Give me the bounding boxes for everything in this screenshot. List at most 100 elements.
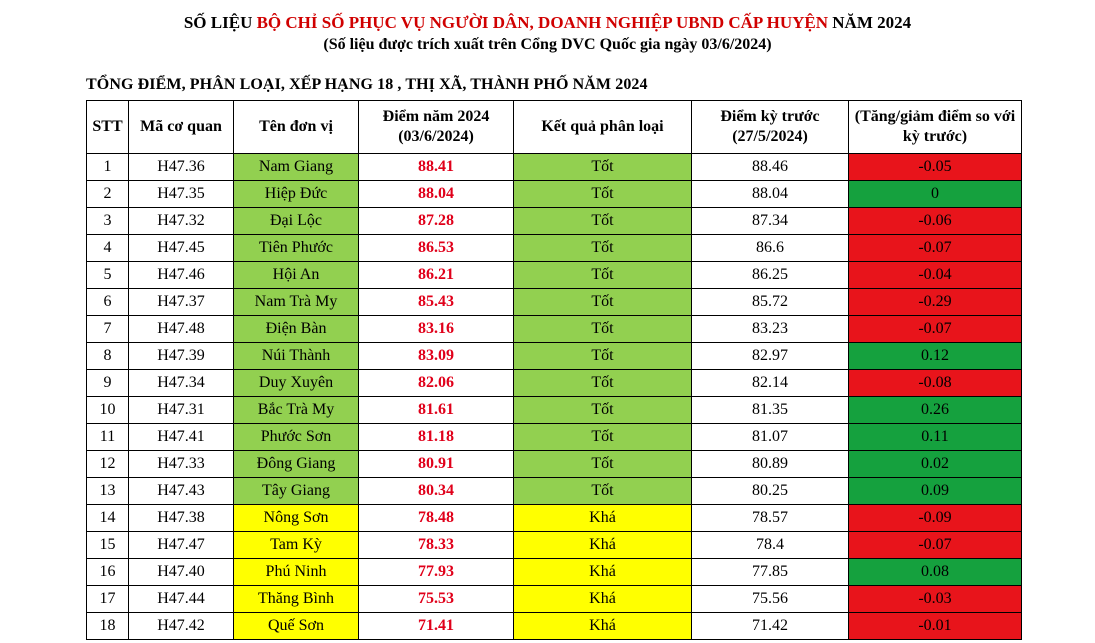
cell-result: Tốt bbox=[513, 234, 692, 262]
table-body: 1 H47.36 Nam Giang 88.41 Tốt 88.46 -0.05 2 H47.3… bbox=[86, 153, 1022, 640]
header-row: STT Mã cơ quan Tên đơn vị Điểm năm 2024 … bbox=[86, 100, 1022, 154]
cell-result: Tốt bbox=[513, 369, 692, 397]
cell-prev-score: 85.72 bbox=[691, 288, 849, 316]
cell-score: 81.18 bbox=[358, 423, 514, 451]
cell-code: H47.47 bbox=[128, 531, 234, 559]
cell-unit-name: Quế Sơn bbox=[233, 612, 359, 640]
cell-prev-score: 82.14 bbox=[691, 369, 849, 397]
cell-unit-name: Tiên Phước bbox=[233, 234, 359, 262]
cell-code: H47.43 bbox=[128, 477, 234, 505]
cell-prev-score: 80.89 bbox=[691, 450, 849, 478]
table-row: 9 H47.34 Duy Xuyên 82.06 Tốt 82.14 -0.08 bbox=[86, 369, 1022, 397]
cell-delta: 0.12 bbox=[848, 342, 1022, 370]
cell-score: 86.53 bbox=[358, 234, 514, 262]
cell-delta: 0 bbox=[848, 180, 1022, 208]
cell-prev-score: 78.4 bbox=[691, 531, 849, 559]
cell-delta: -0.06 bbox=[848, 207, 1022, 235]
cell-code: H47.38 bbox=[128, 504, 234, 532]
cell-unit-name: Nam Trà My bbox=[233, 288, 359, 316]
cell-prev-score: 81.07 bbox=[691, 423, 849, 451]
table-row: 6 H47.37 Nam Trà My 85.43 Tốt 85.72 -0.29 bbox=[86, 288, 1022, 316]
cell-score: 82.06 bbox=[358, 369, 514, 397]
cell-code: H47.39 bbox=[128, 342, 234, 370]
cell-delta: -0.08 bbox=[848, 369, 1022, 397]
cell-prev-score: 86.25 bbox=[691, 261, 849, 289]
cell-code: H47.45 bbox=[128, 234, 234, 262]
cell-prev-score: 86.6 bbox=[691, 234, 849, 262]
cell-unit-name: Tây Giang bbox=[233, 477, 359, 505]
cell-unit-name: Duy Xuyên bbox=[233, 369, 359, 397]
cell-code: H47.46 bbox=[128, 261, 234, 289]
cell-code: H47.34 bbox=[128, 369, 234, 397]
cell-unit-name: Nông Sơn bbox=[233, 504, 359, 532]
cell-stt: 6 bbox=[86, 288, 129, 316]
cell-stt: 4 bbox=[86, 234, 129, 262]
cell-unit-name: Bắc Trà My bbox=[233, 396, 359, 424]
cell-code: H47.40 bbox=[128, 558, 234, 586]
cell-result: Khá bbox=[513, 585, 692, 613]
cell-delta: -0.03 bbox=[848, 585, 1022, 613]
table-row: 12 H47.33 Đông Giang 80.91 Tốt 80.89 0.02 bbox=[86, 450, 1022, 478]
cell-stt: 17 bbox=[86, 585, 129, 613]
cell-unit-name: Hiệp Đức bbox=[233, 180, 359, 208]
table-row: 7 H47.48 Điện Bàn 83.16 Tốt 83.23 -0.07 bbox=[86, 315, 1022, 343]
cell-score: 86.21 bbox=[358, 261, 514, 289]
title-prefix: SỐ LIỆU bbox=[183, 13, 257, 32]
col-header-name: Tên đơn vị bbox=[233, 100, 359, 154]
cell-stt: 7 bbox=[86, 315, 129, 343]
cell-unit-name: Điện Bàn bbox=[233, 315, 359, 343]
col-header-result: Kết quả phân loại bbox=[513, 100, 692, 154]
cell-prev-score: 81.35 bbox=[691, 396, 849, 424]
ranking-table: STT Mã cơ quan Tên đơn vị Điểm năm 2024 … bbox=[86, 100, 1022, 640]
cell-unit-name: Đại Lộc bbox=[233, 207, 359, 235]
cell-prev-score: 78.57 bbox=[691, 504, 849, 532]
report-header: SỐ LIỆU BỘ CHỈ SỐ PHỤC VỤ NGƯỜI DÂN, DOA… bbox=[0, 12, 1095, 55]
col-header-delta: (Tăng/giảm điểm so với kỳ trước) bbox=[848, 100, 1022, 154]
cell-prev-score: 75.56 bbox=[691, 585, 849, 613]
cell-prev-score: 82.97 bbox=[691, 342, 849, 370]
cell-score: 80.91 bbox=[358, 450, 514, 478]
cell-score: 75.53 bbox=[358, 585, 514, 613]
cell-score: 88.04 bbox=[358, 180, 514, 208]
col-header-stt: STT bbox=[86, 100, 129, 154]
cell-unit-name: Hội An bbox=[233, 261, 359, 289]
cell-unit-name: Tam Kỳ bbox=[233, 531, 359, 559]
cell-prev-score: 88.46 bbox=[691, 153, 849, 181]
cell-delta: -0.09 bbox=[848, 504, 1022, 532]
cell-delta: 0.08 bbox=[848, 558, 1022, 586]
cell-score: 83.09 bbox=[358, 342, 514, 370]
cell-delta: -0.29 bbox=[848, 288, 1022, 316]
cell-prev-score: 71.42 bbox=[691, 612, 849, 640]
cell-unit-name: Đông Giang bbox=[233, 450, 359, 478]
cell-stt: 8 bbox=[86, 342, 129, 370]
table-row: 17 H47.44 Thăng Bình 75.53 Khá 75.56 -0.03 bbox=[86, 585, 1022, 613]
cell-code: H47.48 bbox=[128, 315, 234, 343]
cell-result: Tốt bbox=[513, 180, 692, 208]
cell-result: Tốt bbox=[513, 450, 692, 478]
table-row: 10 H47.31 Bắc Trà My 81.61 Tốt 81.35 0.26 bbox=[86, 396, 1022, 424]
cell-score: 78.48 bbox=[358, 504, 514, 532]
col-header-prev: Điểm kỳ trước (27/5/2024) bbox=[691, 100, 849, 154]
cell-stt: 12 bbox=[86, 450, 129, 478]
cell-unit-name: Phước Sơn bbox=[233, 423, 359, 451]
cell-code: H47.31 bbox=[128, 396, 234, 424]
table-row: 8 H47.39 Núi Thành 83.09 Tốt 82.97 0.12 bbox=[86, 342, 1022, 370]
section-title: TỔNG ĐIỂM, PHÂN LOẠI, XẾP HẠNG 18 , THỊ … bbox=[86, 76, 648, 93]
cell-stt: 3 bbox=[86, 207, 129, 235]
cell-result: Khá bbox=[513, 504, 692, 532]
cell-delta: -0.01 bbox=[848, 612, 1022, 640]
cell-delta: -0.07 bbox=[848, 234, 1022, 262]
cell-result: Khá bbox=[513, 531, 692, 559]
cell-delta: -0.07 bbox=[848, 531, 1022, 559]
cell-prev-score: 80.25 bbox=[691, 477, 849, 505]
title-suffix: NĂM 2024 bbox=[828, 13, 912, 32]
cell-result: Tốt bbox=[513, 153, 692, 181]
cell-result: Tốt bbox=[513, 315, 692, 343]
cell-stt: 1 bbox=[86, 153, 129, 181]
cell-stt: 5 bbox=[86, 261, 129, 289]
table-row: 13 H47.43 Tây Giang 80.34 Tốt 80.25 0.09 bbox=[86, 477, 1022, 505]
cell-prev-score: 77.85 bbox=[691, 558, 849, 586]
table-row: 16 H47.40 Phú Ninh 77.93 Khá 77.85 0.08 bbox=[86, 558, 1022, 586]
cell-score: 87.28 bbox=[358, 207, 514, 235]
cell-score: 88.41 bbox=[358, 153, 514, 181]
